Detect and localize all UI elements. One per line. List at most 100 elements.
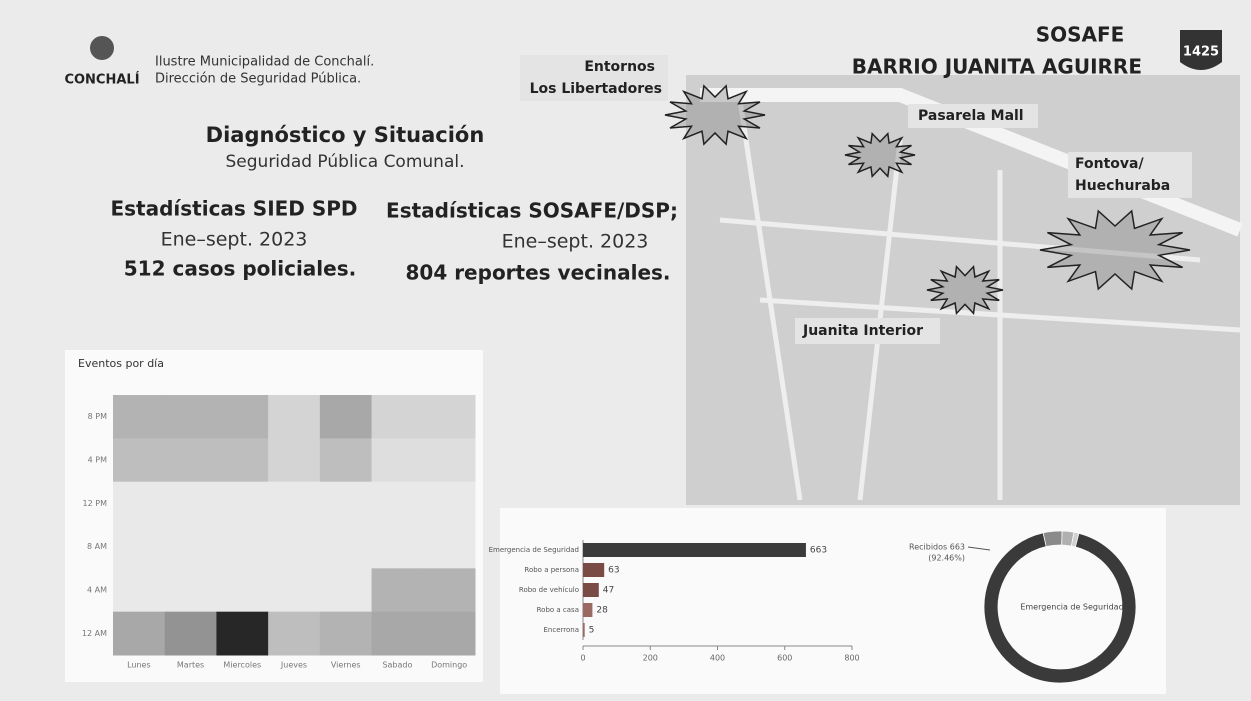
heat-cell xyxy=(113,395,166,439)
y-tick-label: Emergencia de Seguridad xyxy=(489,546,579,554)
stat-total: 804 reportes vecinales. xyxy=(405,261,670,285)
y-tick-label: Robo de vehículo xyxy=(519,586,579,594)
heat-cell xyxy=(216,525,269,569)
heat-cell xyxy=(216,438,269,483)
stat-total: 512 casos policiales. xyxy=(124,257,356,281)
map-label: Pasarela Mall xyxy=(918,108,1024,124)
stat-period: Ene–sept. 2023 xyxy=(502,231,649,253)
chart-title: Eventos por día xyxy=(78,357,164,370)
heat-cell xyxy=(113,481,166,526)
brand: SOSAFE xyxy=(1036,23,1125,47)
x-tick-label: Domingo xyxy=(431,661,467,670)
donut-segment xyxy=(983,532,1137,684)
y-tick-label: 8 AM xyxy=(87,542,107,551)
annotation: (92.46%) xyxy=(928,554,965,563)
heat-cell xyxy=(423,481,476,526)
heat-cell xyxy=(164,481,217,526)
x-tick-label: Lunes xyxy=(127,661,151,670)
annotation-line xyxy=(967,546,991,551)
heat-cell xyxy=(268,481,321,526)
x-tick-label: 200 xyxy=(643,654,658,663)
hotspot xyxy=(1039,209,1191,291)
heat-cell xyxy=(216,481,269,526)
label-box xyxy=(795,318,940,344)
y-tick-label: 12 PM xyxy=(83,499,108,508)
stat-title: Estadísticas SIED SPD xyxy=(110,197,357,221)
x-tick-label: Jueves xyxy=(280,661,307,670)
label-box xyxy=(1068,152,1192,198)
heat-cell xyxy=(319,395,373,439)
bar xyxy=(583,623,585,637)
heat-cell xyxy=(164,525,217,569)
heat-cell xyxy=(164,568,217,613)
y-tick-label: Encerrona xyxy=(543,626,579,634)
heat-cell xyxy=(423,525,476,569)
logo-icon xyxy=(90,36,114,60)
hotspot xyxy=(926,264,1004,316)
annotation: Recibidos 663 xyxy=(909,543,965,552)
label-box xyxy=(908,104,1038,128)
heat-cell xyxy=(164,611,217,656)
x-tick-label: Martes xyxy=(177,661,204,670)
charts: Eventos por día 8 PM 4 PM 12 PM 8 AM 4 AM 12 A… xyxy=(78,357,1137,684)
heat-cell xyxy=(319,438,373,483)
heat-cell xyxy=(216,568,269,613)
badge-text: 1425 xyxy=(1183,45,1219,60)
value-label: 28 xyxy=(596,606,608,616)
heat-cell xyxy=(371,525,424,569)
heat-cell xyxy=(319,568,373,613)
intro-subtitle: Seguridad Pública Comunal. xyxy=(226,152,465,172)
heat-cell xyxy=(268,438,321,483)
logo: CONCHALÍ xyxy=(64,36,140,88)
heat-cell xyxy=(371,395,424,439)
y-tick-label: 4 PM xyxy=(88,456,107,465)
heat-cell xyxy=(164,395,217,439)
bar xyxy=(583,583,599,597)
label-box xyxy=(520,55,668,101)
donut-segment xyxy=(1042,530,1063,548)
value-label: 63 xyxy=(608,566,619,576)
value-label: 47 xyxy=(603,586,614,596)
bar xyxy=(583,543,806,557)
heat-cell xyxy=(216,611,269,656)
x-tick-label: Miercoles xyxy=(223,661,261,670)
donut-label: Emergencia de Seguridad xyxy=(1020,603,1123,612)
heat-cell xyxy=(371,611,424,656)
heat-cell xyxy=(268,525,321,569)
hotspot xyxy=(844,131,916,179)
map-label: Fontova/ xyxy=(1075,156,1144,172)
map xyxy=(686,75,1240,505)
heat-cell xyxy=(319,525,373,569)
x-tick-label: 0 xyxy=(580,654,585,663)
y-tick-label: 8 PM xyxy=(88,412,107,421)
y-tick-label: Robo a persona xyxy=(524,566,579,574)
x-tick-label: 600 xyxy=(777,654,792,663)
org-line: Ilustre Municipalidad de Conchalí. xyxy=(155,55,374,70)
y-tick-label: 12 AM xyxy=(82,629,107,638)
heat-cell xyxy=(371,568,424,613)
map-label: Huechuraba xyxy=(1075,178,1170,194)
x-tick-label: 400 xyxy=(710,654,725,663)
heat-cell xyxy=(113,525,166,569)
heat-cell xyxy=(423,395,476,439)
map-label: Los Libertadores xyxy=(530,81,662,97)
donut-segment xyxy=(1070,531,1080,548)
heat-cell xyxy=(319,481,373,526)
page-title: BARRIO JUANITA AGUIRRE xyxy=(852,55,1142,79)
logo-text: CONCHALÍ xyxy=(64,72,139,88)
x-tick-label: Viernes xyxy=(331,661,361,670)
heat-cell xyxy=(268,395,321,439)
heat-cell xyxy=(113,568,166,613)
x-tick-label: 800 xyxy=(844,654,859,663)
org-line: Dirección de Seguridad Pública. xyxy=(155,72,361,87)
heat-cell xyxy=(216,395,269,439)
value-label: 663 xyxy=(810,546,827,556)
stat-period: Ene–sept. 2023 xyxy=(161,229,308,251)
heat-cell xyxy=(423,611,476,656)
x-tick-label: Sabado xyxy=(382,661,412,670)
map-label: Entornos xyxy=(584,59,655,75)
heat-cell xyxy=(423,438,476,483)
heat-cell xyxy=(113,438,166,483)
heat-cell xyxy=(423,568,476,613)
